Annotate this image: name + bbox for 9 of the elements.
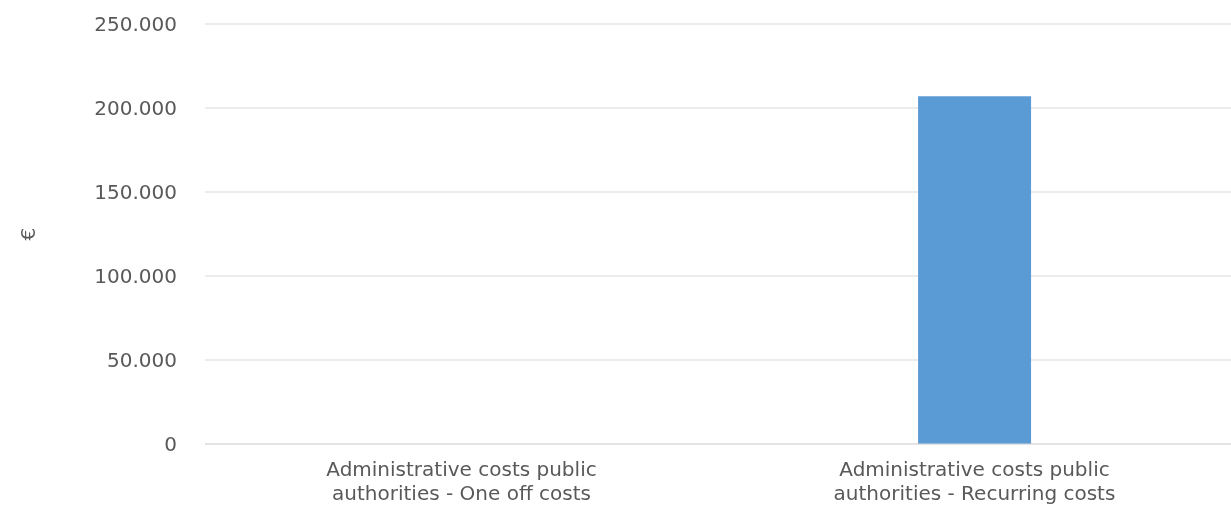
x-tick-label: Administrative costs public authorities - One off costs bbox=[326, 457, 597, 505]
x-tick-label: Administrative costs public authorities - Recurring costs bbox=[833, 457, 1116, 505]
y-tick-label: 0 bbox=[164, 432, 177, 457]
y-axis-title: € bbox=[16, 227, 41, 241]
y-tick-label: 250.000 bbox=[94, 12, 177, 37]
y-tick-label: 50.000 bbox=[107, 348, 177, 373]
y-tick-label: 200.000 bbox=[94, 96, 177, 121]
y-tick-label: 150.000 bbox=[94, 180, 177, 205]
y-tick-label: 100.000 bbox=[94, 264, 177, 289]
